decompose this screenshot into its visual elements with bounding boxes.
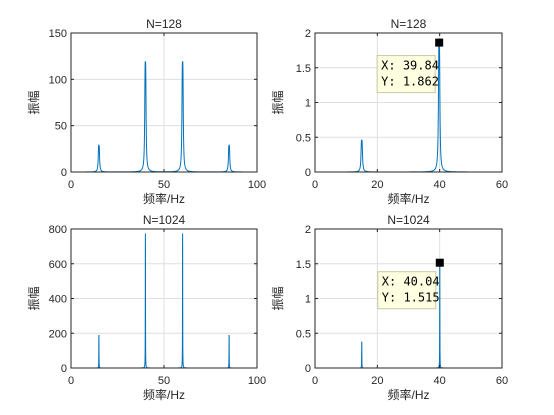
y-tick-label: 2 xyxy=(305,28,311,40)
chart-title: N=128 xyxy=(146,17,182,31)
datatip-x-label: X: 39.84 xyxy=(381,59,439,73)
y-tick-label: 2 xyxy=(305,224,311,236)
x-tick-label: 0 xyxy=(68,179,74,191)
y-tick-label: 0 xyxy=(305,363,311,375)
x-tick-label: 0 xyxy=(312,179,318,191)
y-tick-label: 1.5 xyxy=(296,259,311,271)
subplot-4: 0 20 40 60 0 0.5 1 1.5 2 N=1024 频率/Hz 振幅 X: 40.04 Y: … xyxy=(270,213,508,402)
x-tick-label: 100 xyxy=(248,179,266,191)
chart-title: N=128 xyxy=(391,17,427,31)
y-tick-label: 1 xyxy=(305,294,311,306)
y-tick-label: 0 xyxy=(305,167,311,179)
y-tick-label: 200 xyxy=(49,328,67,340)
y-tick-label: 1 xyxy=(305,98,311,110)
subplot-1: 0 50 100 0 50 100 150 N=128 频率/Hz 振幅 xyxy=(26,17,266,206)
x-axis-label: 频率/Hz xyxy=(387,191,429,206)
y-tick-label: 600 xyxy=(49,259,67,271)
x-tick-label: 40 xyxy=(434,179,446,191)
x-tick-label: 60 xyxy=(496,179,508,191)
y-tick-label: 0.5 xyxy=(296,132,311,144)
y-axis-label: 振幅 xyxy=(26,286,41,310)
x-tick-label: 20 xyxy=(371,375,383,387)
y-tick-label: 50 xyxy=(55,121,67,133)
x-tick-label: 0 xyxy=(68,375,74,387)
y-tick-label: 100 xyxy=(49,74,67,86)
x-tick-label: 50 xyxy=(158,179,170,191)
x-tick-label: 50 xyxy=(158,375,170,387)
x-axis-label: 频率/Hz xyxy=(387,387,429,402)
y-tick-label: 1.5 xyxy=(296,63,311,75)
x-tick-label: 20 xyxy=(371,179,383,191)
datatip[interactable]: X: 39.84 Y: 1.862 xyxy=(376,38,444,94)
y-tick-label: 0 xyxy=(61,167,67,179)
subplot-3: 0 50 100 0 200 400 600 800 N=1024 频率/Hz 振幅 xyxy=(26,213,266,402)
x-tick-label: 0 xyxy=(312,375,318,387)
y-tick-label: 0 xyxy=(61,363,67,375)
x-axis-label: 频率/Hz xyxy=(143,387,185,402)
datatip-marker xyxy=(435,38,444,47)
datatip-y-label: Y: 1.862 xyxy=(381,75,439,89)
datatip[interactable]: X: 40.04 Y: 1.515 xyxy=(377,258,444,310)
datatip-box xyxy=(376,55,436,94)
y-axis-label: 振幅 xyxy=(270,286,285,310)
datatip-x-label: X: 40.04 xyxy=(382,275,440,289)
subplot-2: 0 20 40 60 0 0.5 1 1.5 2 N=128 频率/Hz 振幅 X: 39.84 Y: 1… xyxy=(270,17,508,206)
y-tick-label: 800 xyxy=(49,224,67,236)
y-tick-label: 150 xyxy=(49,28,67,40)
chart-title: N=1024 xyxy=(143,213,186,227)
datatip-y-label: Y: 1.515 xyxy=(382,291,440,305)
chart-title: N=1024 xyxy=(387,213,430,227)
y-tick-label: 400 xyxy=(49,294,67,306)
x-tick-label: 100 xyxy=(248,375,266,387)
x-tick-label: 40 xyxy=(434,375,446,387)
x-axis-label: 频率/Hz xyxy=(143,191,185,206)
y-tick-label: 0.5 xyxy=(296,328,311,340)
y-axis-label: 振幅 xyxy=(26,90,41,114)
datatip-marker xyxy=(435,258,444,267)
datatip-box xyxy=(377,271,437,310)
y-axis-label: 振幅 xyxy=(270,90,285,114)
x-tick-label: 60 xyxy=(496,375,508,387)
